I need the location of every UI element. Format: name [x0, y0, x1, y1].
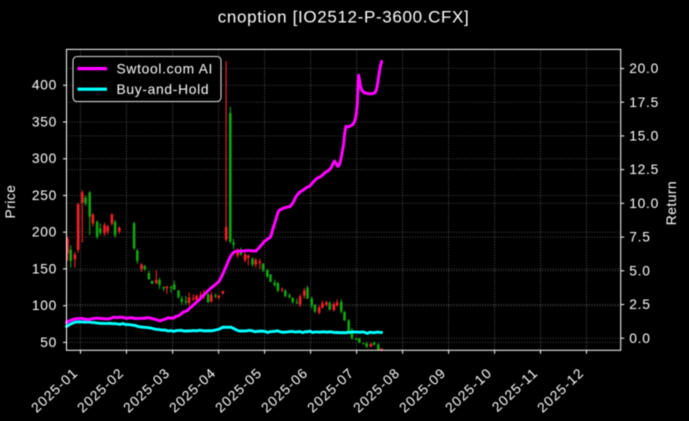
- svg-text:Swtool.com AI: Swtool.com AI: [117, 61, 214, 76]
- svg-text:200: 200: [32, 225, 57, 240]
- svg-text:5.0: 5.0: [629, 263, 650, 278]
- svg-text:7.5: 7.5: [629, 230, 650, 245]
- svg-text:350: 350: [32, 114, 57, 129]
- svg-text:100: 100: [32, 298, 57, 313]
- svg-text:Price: Price: [3, 185, 18, 219]
- svg-text:0.0: 0.0: [629, 331, 650, 346]
- svg-text:50: 50: [40, 335, 57, 350]
- svg-text:150: 150: [32, 261, 57, 276]
- svg-text:400: 400: [32, 78, 57, 93]
- svg-text:12.5: 12.5: [629, 162, 659, 177]
- svg-text:17.5: 17.5: [629, 95, 659, 110]
- svg-text:20.0: 20.0: [629, 61, 659, 76]
- svg-text:Return: Return: [664, 181, 679, 225]
- svg-text:300: 300: [32, 151, 57, 166]
- svg-text:cnoption [IO2512-P-3600.CFX]: cnoption [IO2512-P-3600.CFX]: [218, 8, 470, 27]
- svg-text:10.0: 10.0: [629, 196, 659, 211]
- svg-text:2.5: 2.5: [629, 297, 650, 312]
- svg-text:250: 250: [32, 188, 57, 203]
- svg-text:Buy-and-Hold: Buy-and-Hold: [117, 82, 210, 97]
- svg-text:15.0: 15.0: [629, 129, 659, 144]
